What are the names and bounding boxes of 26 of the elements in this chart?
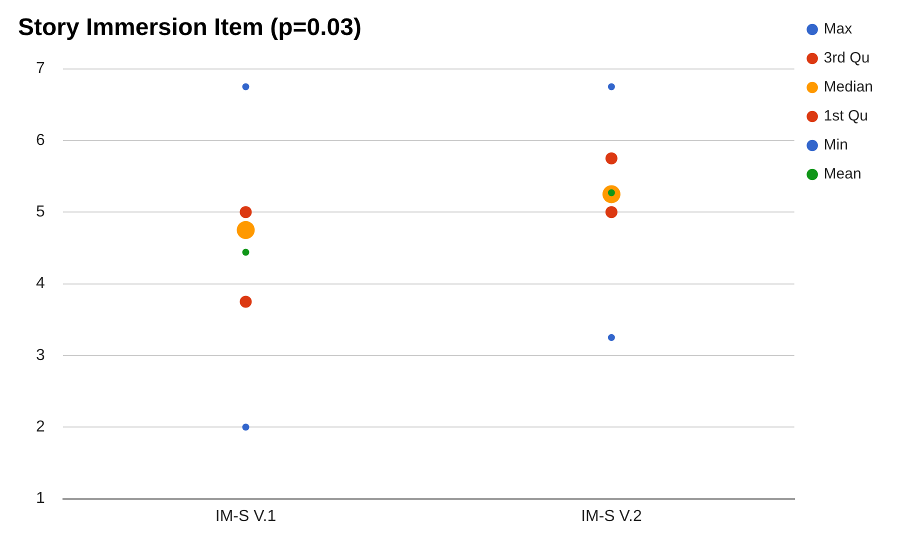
x-tick-label: IM-S V.1 [215, 508, 276, 525]
point [242, 83, 250, 90]
legend-label: 1st Qu [824, 108, 868, 125]
point [242, 248, 250, 256]
chart-title: Story Immersion Item (p=0.03) [18, 14, 362, 42]
legend-label: Min [824, 136, 848, 154]
point [242, 424, 250, 431]
y-tick-label: 6 [36, 132, 45, 149]
legend-label: Median [824, 78, 874, 96]
point [240, 296, 252, 308]
legend-label: Mean [824, 166, 862, 183]
point [608, 83, 615, 90]
legend-label: Max [824, 20, 853, 38]
point [236, 221, 255, 240]
y-tick-label: 7 [36, 60, 45, 78]
x-tick-label: IM-S V.2 [581, 508, 642, 525]
point [240, 206, 252, 218]
point [605, 152, 618, 164]
y-tick-label: 4 [36, 275, 45, 292]
y-tick-label: 5 [36, 204, 45, 221]
y-tick-label: 1 [36, 490, 45, 508]
point [608, 334, 615, 342]
legend-label: 3rd Qu [824, 50, 870, 67]
point [605, 206, 618, 218]
y-tick-label: 2 [36, 418, 45, 436]
y-tick-label: 3 [36, 346, 45, 364]
